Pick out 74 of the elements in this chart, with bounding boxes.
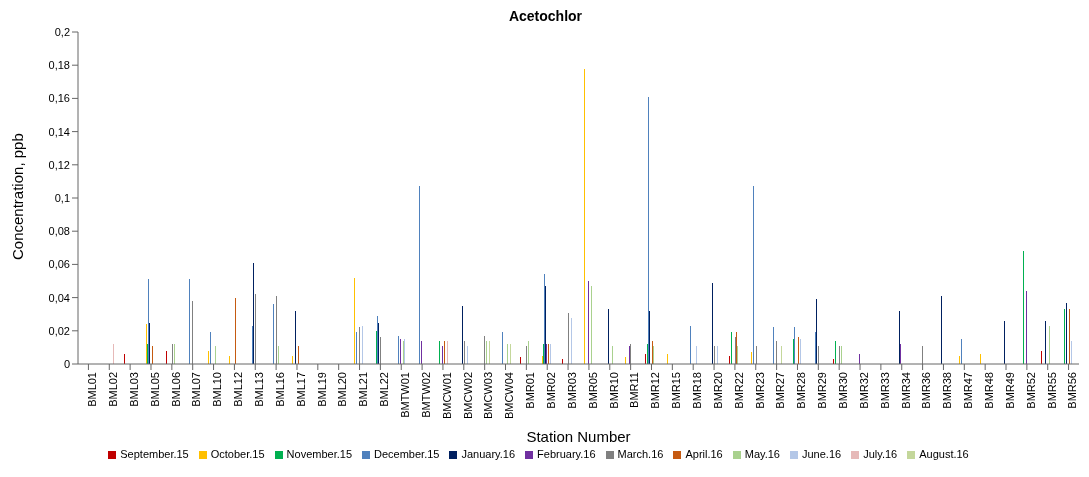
y-tick-label: 0,06 xyxy=(48,258,70,271)
legend-label: August.16 xyxy=(919,448,969,460)
x-tick-label: BMR02 xyxy=(545,372,558,409)
x-tick-label: BMCW01 xyxy=(440,372,453,420)
x-tick-label: BMR48 xyxy=(982,372,995,409)
x-tick-label: BMR01 xyxy=(524,372,537,409)
x-axis-title: Station Number xyxy=(526,428,631,445)
x-tick-label: BMTW01 xyxy=(399,372,412,418)
y-tick-label: 0,08 xyxy=(48,225,70,238)
x-tick-label: BMR29 xyxy=(816,372,829,409)
x-tick-label: BMCW03 xyxy=(482,372,495,420)
legend-label: November.15 xyxy=(286,448,353,460)
x-tick-label: BML05 xyxy=(148,372,161,407)
x-tick-label: BML12 xyxy=(232,372,245,407)
x-tick-label: BML20 xyxy=(336,372,349,407)
x-tick-label: BMR11 xyxy=(628,372,641,408)
legend-label: January.16 xyxy=(461,448,516,460)
x-tick-label: BMR05 xyxy=(586,372,599,409)
x-tick-label: BML19 xyxy=(315,372,328,407)
x-tick-label: BML21 xyxy=(357,372,370,407)
legend-label: February.16 xyxy=(537,448,596,460)
legend-label: June.16 xyxy=(801,448,842,460)
x-tick-label: BMR30 xyxy=(836,372,849,409)
x-tick-label: BML17 xyxy=(294,372,307,407)
y-tick-label: 0,2 xyxy=(54,25,70,38)
x-tick-label: BML07 xyxy=(190,372,203,407)
legend-label: March.16 xyxy=(617,448,664,460)
y-tick-label: 0,04 xyxy=(48,291,70,304)
x-tick-label: BMR56 xyxy=(1066,372,1079,409)
x-tick-label: BMR20 xyxy=(711,372,724,409)
x-tick-label: BMR27 xyxy=(774,372,787,409)
legend-label: October.15 xyxy=(210,448,265,460)
chart-title: Acetochlor xyxy=(507,8,584,24)
x-tick-label: BMR03 xyxy=(565,372,578,409)
x-tick-label: BMR12 xyxy=(649,372,662,409)
x-tick-label: BMR38 xyxy=(941,372,954,409)
x-tick-label: BMR10 xyxy=(607,372,620,409)
y-tick-label: 0,16 xyxy=(48,92,70,105)
x-tick-label: BML02 xyxy=(107,372,120,407)
y-tick-label: 0,12 xyxy=(48,158,70,171)
x-tick-label: BMCW04 xyxy=(503,372,516,420)
x-tick-label: BMR32 xyxy=(857,372,870,409)
x-tick-label: BML22 xyxy=(378,372,391,407)
legend-label: April.16 xyxy=(685,448,723,460)
y-tick-label: 0 xyxy=(63,357,70,370)
x-tick-label: BMR15 xyxy=(670,372,683,409)
x-tick-label: BMR36 xyxy=(920,372,933,409)
x-tick-label: BMTW02 xyxy=(419,372,432,418)
x-tick-label: BMR22 xyxy=(732,372,745,409)
x-tick-label: BMR23 xyxy=(753,372,766,409)
x-tick-label: BMR28 xyxy=(795,372,808,409)
y-tick-label: 0,18 xyxy=(48,59,70,72)
x-tick-label: BML03 xyxy=(127,372,140,407)
x-tick-label: BMR34 xyxy=(899,372,912,409)
legend-label: December.15 xyxy=(374,448,440,460)
x-tick-label: BMR55 xyxy=(1045,372,1058,409)
x-tick-label: BML10 xyxy=(211,372,224,407)
y-tick-label: 0,1 xyxy=(54,191,70,204)
x-tick-label: BMR18 xyxy=(691,372,704,409)
y-axis-title: Concentration, ppb xyxy=(9,133,27,260)
x-tick-label: BML13 xyxy=(253,372,266,407)
x-tick-label: BMR47 xyxy=(962,372,975,409)
legend-label: May.16 xyxy=(744,448,780,460)
y-tick-label: 0,14 xyxy=(48,125,70,138)
y-tick-label: 0,02 xyxy=(48,324,70,337)
x-tick-label: BML16 xyxy=(273,372,286,407)
x-tick-label: BMR52 xyxy=(1024,372,1037,409)
legend-label: September.15 xyxy=(120,448,189,460)
legend-label: July.16 xyxy=(863,448,898,460)
x-tick-label: BMR33 xyxy=(878,372,891,409)
x-tick-label: BML01 xyxy=(86,372,99,407)
x-tick-label: BML06 xyxy=(169,372,182,407)
x-tick-label: BMR49 xyxy=(1003,372,1016,409)
x-tick-label: BMCW02 xyxy=(461,372,474,420)
